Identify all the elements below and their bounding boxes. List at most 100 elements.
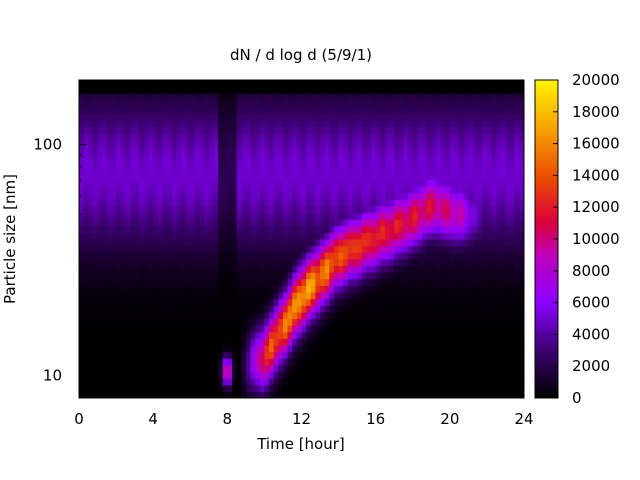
heatmap-cell [162, 212, 168, 220]
heatmap-cell [162, 351, 168, 359]
heatmap-cell [278, 331, 284, 339]
heatmap-cell [269, 106, 275, 114]
heatmap-cell [315, 126, 321, 134]
heatmap-cell [496, 172, 502, 180]
heatmap-cell [245, 298, 252, 306]
heatmap-cell [148, 298, 154, 306]
heatmap-cell [426, 338, 432, 346]
heatmap-cell [389, 384, 395, 392]
heatmap-cell [92, 278, 99, 286]
heatmap-cell [422, 172, 428, 180]
heatmap-cell [129, 345, 136, 353]
heatmap-cell [320, 239, 326, 247]
heatmap-cell [417, 232, 423, 240]
heatmap-cell [315, 113, 321, 121]
heatmap-cell [116, 305, 122, 313]
heatmap-cell [255, 159, 261, 167]
heatmap-cell [241, 384, 247, 392]
heatmap-cell [176, 152, 182, 161]
heatmap-cell [320, 119, 326, 127]
heatmap-cell [116, 212, 122, 220]
heatmap-cell [496, 152, 502, 161]
heatmap-cell [347, 146, 354, 154]
heatmap-cell [352, 285, 358, 293]
heatmap-cell [287, 205, 293, 214]
heatmap-cell [329, 305, 335, 313]
heatmap-cell [83, 113, 89, 121]
heatmap-cell [486, 265, 493, 273]
heatmap-cell [375, 192, 381, 200]
heatmap-cell [185, 146, 191, 154]
heatmap-cell [264, 391, 270, 398]
heatmap-cell [505, 192, 511, 200]
heatmap-cell [97, 166, 103, 174]
heatmap-cell [361, 252, 367, 260]
heatmap-cell [422, 219, 428, 227]
heatmap-cell [459, 106, 465, 114]
heatmap-cell [514, 199, 520, 207]
heatmap-cell [241, 133, 247, 141]
heatmap-cell [282, 358, 289, 366]
heatmap-cell [83, 285, 89, 293]
heatmap-cell [496, 371, 502, 379]
heatmap-cell [361, 318, 367, 326]
heatmap-cell [79, 205, 85, 214]
heatmap-cell [282, 371, 289, 379]
heatmap-cell [301, 285, 307, 293]
heatmap-cell [83, 371, 89, 379]
heatmap-cell [486, 305, 493, 313]
heatmap-cell [398, 179, 405, 187]
heatmap-cell [473, 292, 479, 300]
heatmap-cell [116, 106, 122, 114]
heatmap-cell [222, 146, 228, 154]
heatmap-cell [422, 139, 428, 147]
heatmap-cell [185, 232, 191, 240]
heatmap-cell [412, 325, 418, 333]
heatmap-cell [129, 126, 136, 134]
heatmap-cell [190, 139, 196, 147]
heatmap-cell [449, 358, 456, 366]
heatmap-cell [273, 139, 279, 147]
heatmap-cell [218, 159, 224, 167]
heatmap-cell [255, 318, 261, 326]
heatmap-cell [431, 119, 437, 127]
heatmap-cell [477, 384, 483, 392]
heatmap-cell [310, 258, 317, 267]
heatmap-cell [269, 298, 275, 306]
heatmap-cell [389, 265, 395, 273]
heatmap-cell [282, 278, 289, 286]
heatmap-cell [264, 113, 270, 121]
heatmap-cell [171, 225, 177, 233]
heatmap-cell [343, 252, 349, 260]
heatmap-cell [255, 285, 261, 293]
heatmap-cell [190, 364, 196, 373]
heatmap-cell [389, 272, 395, 280]
heatmap-cell [116, 318, 122, 326]
x-tick-label: 4 [148, 410, 158, 428]
heatmap-cell [310, 252, 317, 260]
heatmap-cell [125, 86, 131, 94]
heatmap-cell [157, 305, 164, 313]
heatmap-cell [426, 378, 432, 386]
heatmap-cell [422, 325, 428, 333]
heatmap-cell [329, 384, 335, 392]
heatmap-cell [371, 311, 377, 320]
heatmap-cell [213, 371, 219, 379]
heatmap-cell [459, 179, 465, 187]
heatmap-cell [120, 225, 126, 233]
heatmap-cell [102, 265, 108, 273]
heatmap-cell [255, 106, 261, 114]
heatmap-cell [477, 106, 483, 114]
heatmap-cell [176, 298, 182, 306]
heatmap-cell [171, 119, 177, 127]
heatmap-cell [366, 318, 372, 326]
heatmap-cell [431, 245, 437, 253]
heatmap-cell [389, 172, 395, 180]
heatmap-cell [116, 239, 122, 247]
heatmap-cell [92, 245, 99, 253]
heatmap-cell [477, 265, 483, 273]
heatmap-cell [491, 225, 497, 233]
heatmap-cell [361, 106, 367, 114]
heatmap-cell [171, 179, 177, 187]
heatmap-cell [278, 139, 284, 147]
